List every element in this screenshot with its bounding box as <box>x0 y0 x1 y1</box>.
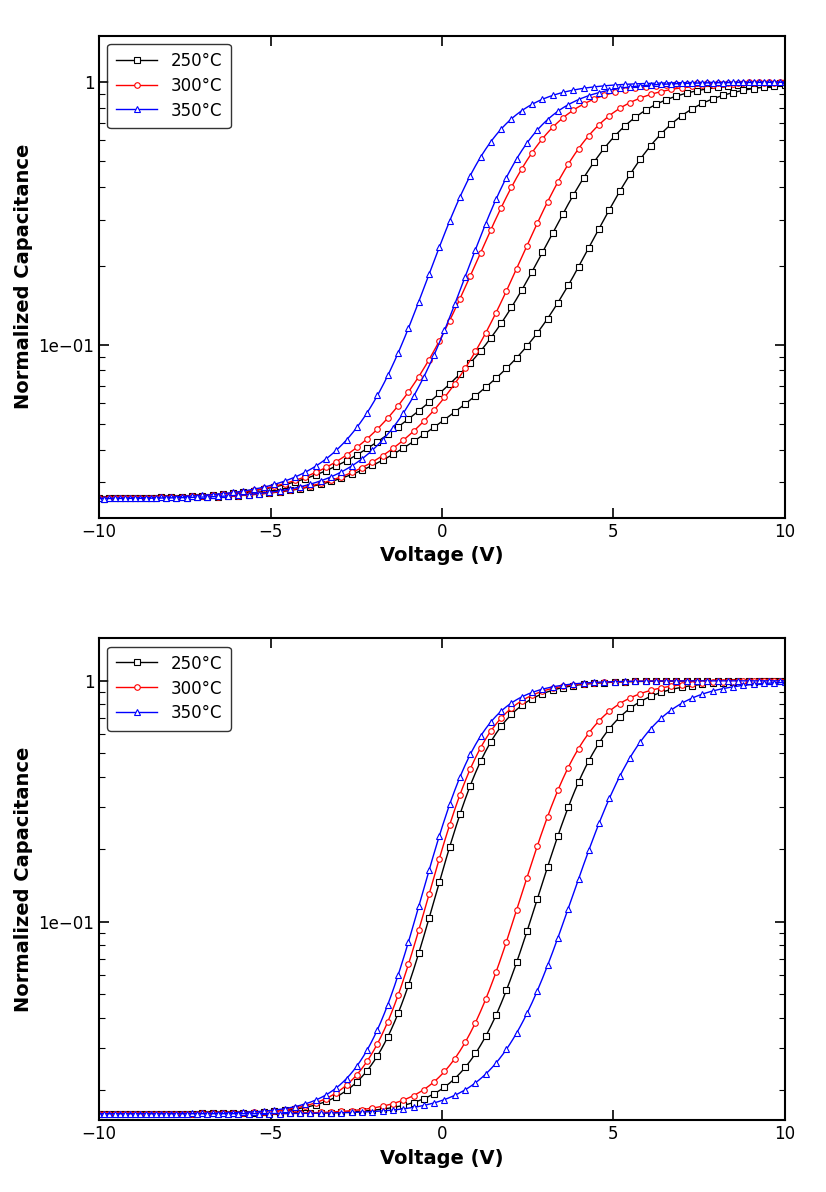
Legend: 250°C, 300°C, 350°C: 250°C, 300°C, 350°C <box>107 44 230 128</box>
Legend: 250°C, 300°C, 350°C: 250°C, 300°C, 350°C <box>107 647 230 731</box>
Y-axis label: Normalized Capacitance: Normalized Capacitance <box>14 746 33 1012</box>
X-axis label: Voltage (V): Voltage (V) <box>380 1149 504 1168</box>
Y-axis label: Normalized Capacitance: Normalized Capacitance <box>14 144 33 410</box>
X-axis label: Voltage (V): Voltage (V) <box>380 546 504 565</box>
